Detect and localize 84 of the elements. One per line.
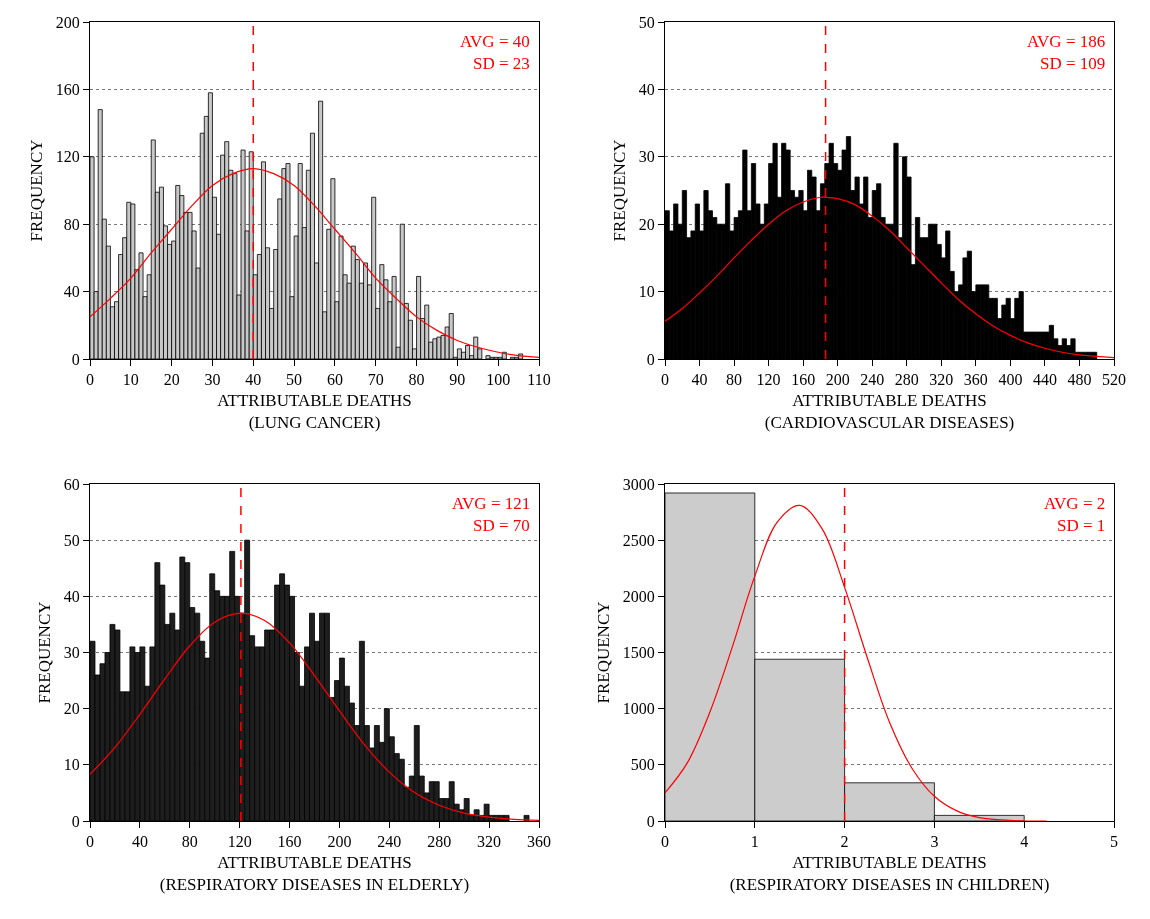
x-axis-title: ATTRIBUTABLE DEATHS (RESPIRATORY DISEASES IN CHILDREN) — [729, 852, 1050, 894]
x-tick-label: 360 — [963, 371, 988, 389]
y-tick-label: 30 — [63, 644, 80, 662]
x-tick-label: 320 — [929, 371, 954, 389]
x-tick-label: 280 — [427, 833, 452, 851]
y-tick-label: 500 — [630, 756, 655, 774]
x-tick-label: 160 — [277, 833, 302, 851]
y-tick-label: 80 — [63, 215, 80, 233]
y-tick-label: 120 — [55, 148, 80, 166]
x-tick-label: 3 — [930, 833, 939, 851]
y-tick-label: 0 — [646, 350, 655, 368]
x-tick-label: 40 — [245, 371, 262, 389]
x-tick-label: 20 — [163, 371, 180, 389]
annotation: AVG = 2 — [1044, 494, 1106, 513]
y-tick-label: 20 — [638, 215, 655, 233]
x-tick-label: 480 — [1067, 371, 1092, 389]
x-tick-label: 120 — [227, 833, 252, 851]
x-tick-label: 30 — [204, 371, 221, 389]
annotation: AVG = 121 — [452, 494, 531, 513]
x-tick-label: 200 — [825, 371, 850, 389]
annotation: SD = 109 — [1040, 54, 1106, 73]
y-tick-label: 40 — [638, 81, 655, 98]
x-axis-title: ATTRIBUTABLE DEATHS (RESPIRATORY DISEASES IN ELDERLY) — [159, 852, 470, 894]
y-tick-label: 0 — [71, 812, 80, 830]
x-tick-label: 80 — [408, 371, 425, 389]
y-tick-label: 60 — [63, 475, 80, 493]
y-tick-label: 3000 — [622, 475, 655, 493]
x-axis-title: ATTRIBUTABLE DEATHS (CARDIOVASCULAR DISEASES) — [764, 390, 1015, 432]
x-tick-label: 10 — [122, 371, 139, 389]
x-tick-label: 100 — [486, 371, 511, 389]
x-tick-label: 5 — [1110, 833, 1118, 851]
x-tick-label: 280 — [894, 371, 919, 389]
x-tick-label: 80 — [181, 833, 198, 851]
x-axis-title: ATTRIBUTABLE DEATHS (LUNG CANCER) — [217, 390, 412, 432]
y-tick-label: 2500 — [622, 531, 655, 549]
x-tick-label: 120 — [756, 371, 781, 389]
x-tick-label: 70 — [367, 371, 384, 389]
x-tick-label: 240 — [860, 371, 885, 389]
x-tick-label: 400 — [998, 371, 1023, 389]
y-tick-label: 30 — [638, 148, 655, 166]
y-tick-label: 50 — [63, 531, 80, 549]
x-tick-label: 40 — [691, 371, 708, 389]
x-tick-label: 2 — [840, 833, 849, 851]
y-tick-label: 0 — [646, 812, 655, 830]
x-tick-label: 0 — [86, 371, 94, 389]
x-tick-label: 360 — [527, 833, 551, 851]
y-tick-label: 200 — [55, 13, 80, 31]
y-tick-label: 2000 — [622, 587, 655, 605]
x-tick-label: 520 — [1102, 371, 1126, 389]
x-tick-label: 40 — [131, 833, 148, 851]
y-tick-label: 1500 — [622, 644, 655, 662]
x-tick-label: 0 — [661, 371, 669, 389]
x-tick-label: 80 — [726, 371, 743, 389]
annotation: SD = 1 — [1057, 516, 1106, 535]
y-axis-title: FREQUENCY — [27, 139, 47, 242]
x-tick-label: 440 — [1032, 371, 1057, 389]
y-tick-label: 10 — [638, 283, 655, 301]
x-tick-label: 240 — [377, 833, 402, 851]
annotation: AVG = 40 — [460, 32, 530, 51]
y-axis-title: FREQUENCY — [35, 601, 55, 704]
y-axis-title: FREQUENCY — [594, 601, 614, 704]
x-tick-label: 90 — [449, 371, 466, 389]
y-tick-label: 10 — [63, 756, 80, 774]
x-tick-label: 200 — [327, 833, 352, 851]
y-tick-label: 20 — [63, 700, 80, 718]
y-tick-label: 1000 — [622, 700, 655, 718]
y-tick-label: 40 — [63, 283, 80, 301]
x-tick-label: 4 — [1020, 833, 1029, 851]
y-tick-label: 0 — [71, 350, 80, 368]
y-tick-label: 40 — [63, 587, 80, 605]
x-tick-label: 0 — [661, 833, 669, 851]
x-tick-label: 320 — [477, 833, 502, 851]
x-tick-label: 110 — [527, 371, 551, 389]
x-tick-label: 160 — [791, 371, 816, 389]
y-tick-label: 160 — [55, 81, 80, 98]
annotation: SD = 23 — [473, 54, 530, 73]
x-tick-label: 50 — [286, 371, 303, 389]
x-tick-label: 60 — [326, 371, 343, 389]
x-tick-label: 0 — [86, 833, 94, 851]
y-axis-title: FREQUENCY — [610, 139, 630, 242]
annotation: AVG = 186 — [1027, 32, 1106, 51]
annotation: SD = 70 — [473, 516, 530, 535]
x-tick-label: 1 — [750, 833, 759, 851]
y-tick-label: 50 — [638, 13, 655, 31]
